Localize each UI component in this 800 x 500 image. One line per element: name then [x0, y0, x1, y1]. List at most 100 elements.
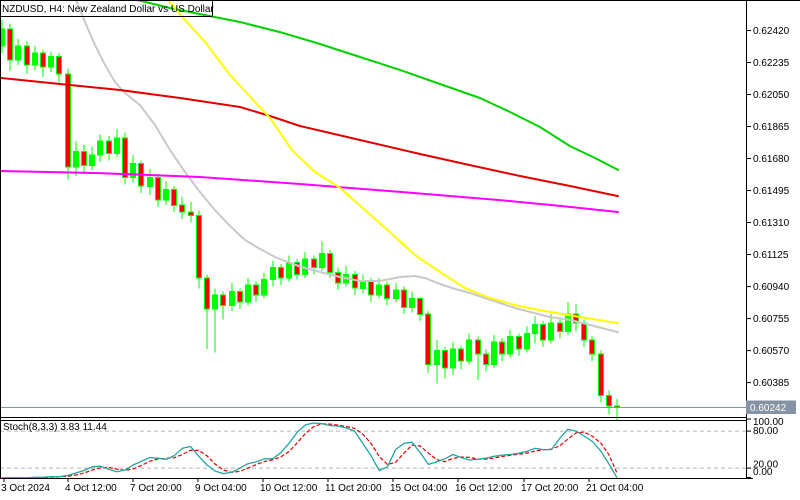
candle-bear — [401, 289, 407, 308]
price-axis-label: 0.62235 — [753, 58, 790, 69]
candle-bull — [376, 284, 382, 296]
time-axis-label: 9 Oct 04:00 — [195, 483, 247, 494]
candle-bear — [417, 298, 423, 315]
price-axis-label: 0.61680 — [753, 154, 790, 165]
candle-bear — [106, 140, 112, 154]
candle-bull — [73, 151, 79, 168]
candle-bull — [524, 332, 530, 350]
candle-bull — [245, 284, 251, 303]
candle-bull — [548, 322, 554, 341]
chart-title: NZDUSD, H4: New Zealand Dollar vs US Dol… — [2, 4, 214, 15]
candle-bear — [122, 137, 128, 179]
candle-bull — [229, 291, 235, 307]
candle-bull — [491, 341, 497, 365]
candle-bull — [409, 298, 415, 308]
candle-bear — [475, 339, 481, 355]
candle-bear — [327, 253, 333, 274]
candle-bear — [179, 204, 185, 213]
time-axis-label: 4 Oct 12:00 — [65, 483, 117, 494]
price-axis-label: 0.61125 — [753, 250, 789, 261]
current-price-label: 0.60242 — [750, 403, 787, 414]
time-axis-label: 10 Oct 12:00 — [260, 483, 318, 494]
time-axis-label: 3 Oct 2024 — [1, 483, 50, 494]
candle-bear — [557, 322, 563, 333]
candle-bear — [384, 284, 390, 300]
candle-bear — [368, 280, 374, 296]
ma-magenta — [0, 170, 619, 213]
candle-bull — [147, 177, 153, 187]
candle-bull — [565, 313, 571, 333]
time-axis-label: 16 Oct 12:00 — [455, 483, 513, 494]
candle-bull — [507, 336, 513, 355]
candle-bear — [81, 151, 87, 166]
candle-bull — [130, 163, 136, 178]
candle-bear — [516, 336, 522, 350]
candlesticks — [0, 20, 620, 420]
candle-bull — [0, 28, 5, 47]
chart-frame — [0, 0, 800, 479]
candle-bear — [311, 258, 317, 269]
stochastic-indicator-label: Stoch(8,3,3) 3.83 11.44 — [3, 422, 107, 433]
candle-bear — [573, 313, 579, 324]
time-axis-label: 15 Oct 04:00 — [390, 483, 448, 494]
price-axis-label: 0.61495 — [753, 186, 790, 197]
candle-bear — [24, 45, 30, 66]
time-axis-label: 17 Oct 20:00 — [521, 483, 579, 494]
candle-bear — [294, 261, 300, 275]
candle-bear — [442, 350, 448, 369]
candle-bear — [606, 395, 612, 407]
candle-bear — [220, 294, 226, 307]
candle-bear — [56, 56, 62, 75]
stoch-main-line — [2, 422, 618, 479]
stoch-axis-label: 80.00 — [753, 426, 778, 437]
candle-bear — [171, 189, 177, 206]
candle-bull — [434, 350, 440, 365]
candle-bull — [15, 45, 21, 61]
price-axis-label: 0.61310 — [753, 218, 790, 229]
candle-bull — [319, 253, 325, 268]
candle-bear — [589, 339, 595, 355]
candle-bear — [204, 277, 210, 310]
stochastic-lines — [2, 422, 618, 479]
ma-red — [0, 76, 619, 198]
candle-bull — [466, 339, 472, 362]
candle-bear — [237, 291, 243, 303]
candle-bull — [163, 189, 169, 201]
candle-bull — [393, 289, 399, 300]
price-axis-label: 0.61865 — [753, 122, 790, 133]
candle-bear — [540, 324, 546, 341]
price-axis-label: 0.62050 — [753, 90, 790, 101]
candle-bull — [114, 137, 120, 154]
ma-yellow — [167, 0, 619, 325]
candle-bear — [581, 322, 587, 341]
stochastic-levels — [0, 430, 746, 469]
candle-bull — [270, 267, 276, 281]
candle-bear — [188, 211, 194, 217]
time-axis[interactable]: 3 Oct 2024 4 Oct 12:00 7 Oct 20:00 9 Oct 04… — [1, 478, 644, 495]
candle-bear — [483, 353, 489, 365]
candle-bull — [89, 154, 95, 167]
price-axis-label: 0.60570 — [753, 346, 790, 357]
price-axis-label: 0.62420 — [753, 26, 790, 37]
candle-bear — [278, 267, 284, 279]
candle-bull — [261, 279, 267, 296]
price-axis-label: 0.60385 — [753, 378, 790, 389]
candle-bear — [40, 52, 46, 68]
moving-averages — [0, 0, 619, 334]
candle-bull — [286, 261, 292, 279]
stoch-axis-label: 100.00 — [753, 417, 784, 428]
price-axis-label: 0.60755 — [753, 314, 790, 325]
current-price-box — [746, 400, 796, 414]
candle-bull — [450, 348, 456, 369]
candle-bear — [598, 353, 604, 396]
candle-bear — [425, 313, 431, 365]
candle-bear — [7, 28, 13, 61]
candle-bull — [97, 140, 103, 156]
candle-bear — [499, 341, 505, 355]
price-axis-label: 0.60940 — [753, 282, 790, 293]
price-axis[interactable]: 0.62420 0.62235 0.62050 0.61865 0.61680 0.614… — [746, 26, 790, 389]
candle-bull — [212, 294, 218, 310]
